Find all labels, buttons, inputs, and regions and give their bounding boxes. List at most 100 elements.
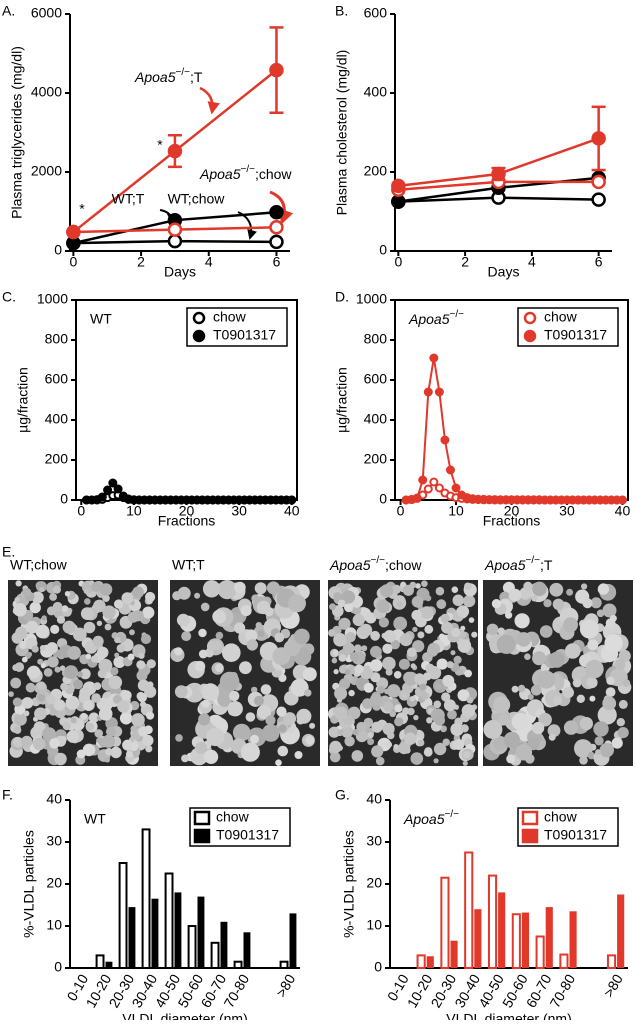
- bar: [416, 954, 426, 970]
- particle: [93, 599, 106, 613]
- particle: [329, 740, 342, 754]
- particle: [457, 689, 470, 702]
- legend-label: chow: [544, 309, 578, 325]
- particle: [597, 705, 617, 725]
- particle: [622, 679, 631, 687]
- particle: [390, 639, 400, 650]
- particle: [181, 754, 189, 763]
- y-tick-label: 1000: [37, 291, 68, 307]
- particle: [617, 727, 629, 739]
- particle: [334, 687, 348, 700]
- particle: [596, 609, 605, 618]
- particle: [43, 668, 53, 677]
- particle: [333, 633, 347, 647]
- particle: [433, 700, 442, 709]
- particle: [597, 583, 610, 595]
- particle: [341, 590, 356, 604]
- particle: [524, 653, 531, 660]
- legend-label: T0901317: [544, 827, 607, 843]
- particle: [333, 669, 339, 675]
- particle: [53, 699, 66, 711]
- particle: [354, 664, 364, 674]
- particle: [493, 696, 511, 714]
- particle: [460, 724, 469, 733]
- y-tick-label: 800: [45, 331, 69, 347]
- particle: [516, 632, 531, 647]
- particle: [304, 689, 312, 697]
- particle: [370, 645, 382, 658]
- y-tick-label: 600: [45, 371, 69, 387]
- y-tick-label: 200: [364, 451, 388, 467]
- particle: [50, 624, 60, 635]
- particle: [370, 693, 382, 706]
- particle: [206, 727, 225, 747]
- particle: [552, 598, 565, 610]
- y-axis-label: µg/fraction: [15, 367, 31, 433]
- particle: [386, 684, 401, 698]
- particle: [70, 717, 77, 724]
- particle: [207, 641, 217, 651]
- particle: [102, 594, 110, 602]
- arrow: [199, 86, 220, 115]
- y-tick-label: 10: [366, 917, 382, 933]
- point: [66, 224, 81, 240]
- particle: [215, 631, 224, 640]
- particle: [589, 695, 596, 702]
- particle: [251, 686, 258, 694]
- particle: [351, 750, 364, 762]
- legend-label: chow: [544, 809, 578, 825]
- particle: [283, 712, 297, 725]
- particle: [96, 646, 109, 659]
- point: [113, 484, 123, 494]
- bar: [545, 907, 553, 968]
- particle: [62, 620, 76, 634]
- particle: [384, 688, 390, 695]
- annotation: Apoa5−/−;chow: [199, 164, 292, 182]
- particle: [121, 690, 132, 701]
- particle: [511, 712, 530, 731]
- particle: [257, 630, 265, 637]
- bar: [464, 851, 474, 969]
- particle: [42, 727, 57, 742]
- x-axis-label: Days: [488, 264, 520, 280]
- particle: [21, 656, 28, 663]
- x-tick-label: 6: [273, 254, 281, 270]
- particle: [435, 683, 442, 690]
- particle: [344, 669, 351, 675]
- particle: [410, 752, 424, 765]
- point: [418, 475, 428, 485]
- particle: [458, 630, 467, 639]
- y-tick-label: 1000: [356, 291, 387, 307]
- bar: [474, 909, 482, 968]
- panel-label: G.: [335, 787, 350, 803]
- particle: [46, 642, 58, 654]
- particle: [265, 715, 276, 726]
- y-tick-label: 10: [46, 917, 62, 933]
- point: [423, 387, 433, 397]
- x-tick-label: 0: [69, 254, 77, 270]
- particle: [576, 694, 585, 703]
- bar: [559, 953, 569, 969]
- particle: [92, 635, 104, 647]
- y-tick-label: 30: [366, 833, 382, 849]
- particle: [530, 684, 542, 696]
- particle: [91, 693, 101, 703]
- particle: [548, 651, 565, 668]
- particle: [579, 756, 588, 765]
- particle: [136, 660, 146, 670]
- particle: [254, 582, 267, 595]
- particle: [352, 729, 359, 736]
- particle: [345, 632, 356, 643]
- particle: [246, 639, 258, 651]
- point: [591, 174, 606, 190]
- particle: [460, 625, 466, 631]
- particle: [564, 643, 581, 659]
- particle: [594, 736, 604, 746]
- particle: [10, 677, 22, 689]
- particle: [451, 586, 459, 593]
- particle: [496, 634, 516, 655]
- y-tick-label: 4000: [31, 84, 62, 100]
- particle: [25, 620, 39, 634]
- particle: [21, 697, 34, 709]
- particle: [329, 751, 341, 763]
